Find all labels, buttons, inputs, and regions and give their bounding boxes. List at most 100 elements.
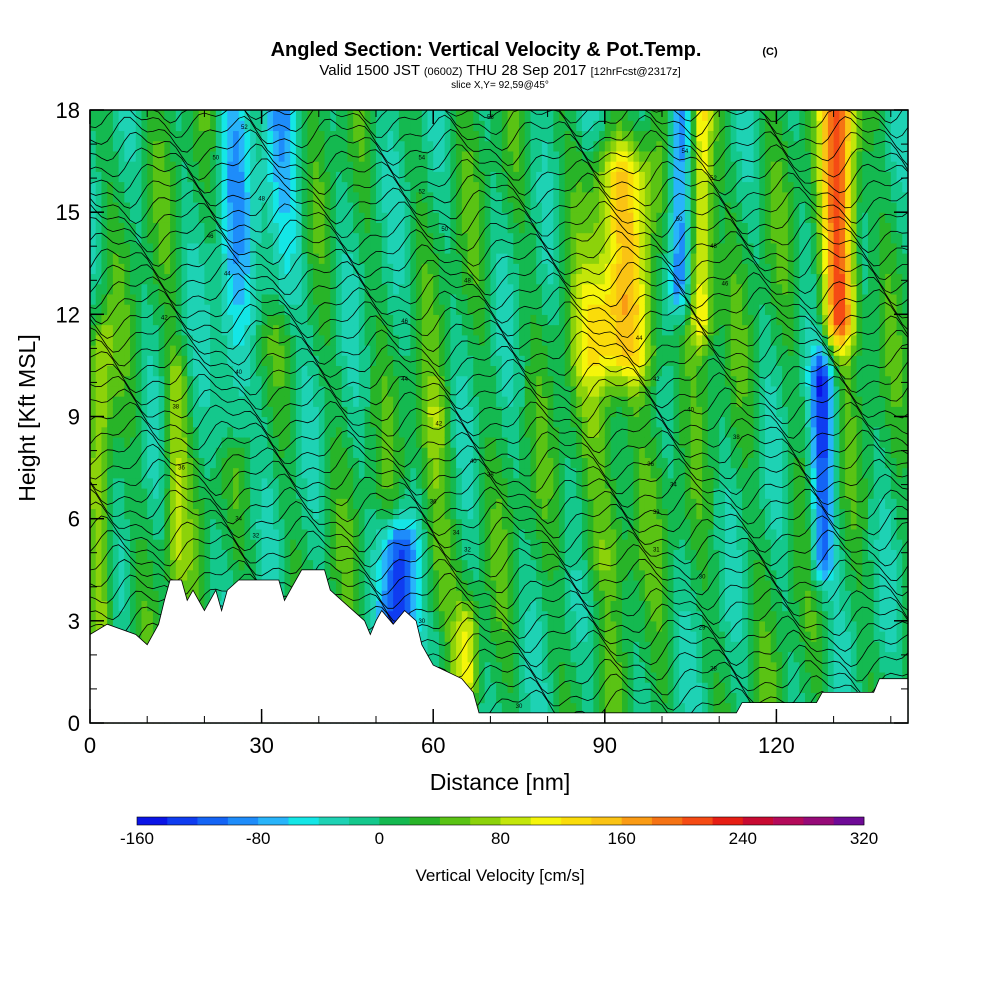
velocity-cell [290, 110, 297, 121]
velocity-cell [90, 488, 97, 499]
velocity-cell [433, 641, 440, 653]
velocity-cell [147, 416, 154, 428]
velocity-cell [278, 150, 286, 162]
velocity-cell [364, 191, 371, 203]
velocity-cell [519, 467, 526, 479]
velocity-cell [135, 263, 143, 275]
velocity-cell [433, 569, 440, 581]
velocity-cell [410, 375, 417, 387]
velocity-cell [261, 385, 268, 397]
velocity-cell [484, 528, 492, 540]
velocity-cell [490, 161, 497, 172]
velocity-cell [536, 416, 543, 428]
velocity-cell [261, 488, 268, 499]
velocity-cell [433, 457, 440, 469]
velocity-cell [124, 161, 131, 172]
velocity-cell [233, 528, 240, 540]
velocity-cell [524, 477, 532, 489]
velocity-cell [204, 498, 211, 510]
velocity-cell [427, 283, 434, 295]
velocity-cell [519, 477, 526, 489]
velocity-cell [370, 222, 377, 234]
velocity-cell [484, 661, 492, 673]
velocity-cell [318, 181, 326, 193]
velocity-cell [170, 365, 177, 377]
velocity-cell [318, 212, 326, 223]
velocity-cell [170, 416, 177, 428]
velocity-cell [210, 314, 217, 326]
velocity-cell [192, 447, 200, 458]
velocity-cell [238, 242, 246, 254]
velocity-cell [318, 201, 326, 213]
velocity-cell [524, 436, 532, 448]
velocity-cell [507, 682, 514, 693]
velocity-cell [95, 385, 103, 397]
velocity-cell [215, 304, 223, 315]
velocity-cell [461, 661, 469, 673]
velocity-cell [250, 385, 257, 397]
velocity-cell [221, 324, 228, 336]
velocity-cell [553, 579, 560, 591]
velocity-cell [404, 457, 411, 469]
velocity-cell [456, 161, 463, 172]
velocity-cell [467, 314, 474, 326]
velocity-cell [341, 314, 349, 326]
velocity-cell [170, 488, 177, 499]
velocity-cell [324, 436, 331, 448]
velocity-cell [421, 191, 429, 203]
velocity-cell [484, 212, 492, 223]
velocity-cell [284, 110, 291, 121]
velocity-cell [553, 569, 560, 581]
velocity-cell [547, 549, 554, 561]
velocity-cell [95, 610, 103, 622]
velocity-cell [381, 385, 389, 397]
velocity-cell [118, 314, 125, 326]
velocity-cell [398, 222, 406, 234]
velocity-cell [278, 528, 286, 540]
velocity-cell [107, 610, 114, 622]
velocity-cell [261, 539, 268, 550]
velocity-cell [421, 467, 429, 479]
velocity-cell [381, 283, 389, 295]
velocity-cell [152, 498, 160, 510]
velocity-cell [393, 263, 400, 275]
velocity-cell [381, 579, 389, 591]
velocity-cell [290, 375, 297, 387]
velocity-cell [290, 283, 297, 295]
velocity-cell [170, 355, 177, 367]
velocity-cell [456, 549, 463, 561]
velocity-cell [141, 436, 148, 448]
velocity-cell [250, 273, 257, 285]
velocity-cell [501, 569, 509, 581]
velocity-cell [130, 539, 137, 550]
velocity-cell [410, 242, 417, 254]
velocity-cell [559, 569, 566, 581]
velocity-cell [484, 191, 492, 203]
velocity-cell [496, 324, 503, 336]
velocity-cell [484, 171, 492, 183]
velocity-cell [398, 385, 406, 397]
velocity-cell [404, 242, 411, 254]
velocity-cell [261, 130, 268, 142]
velocity-cell [347, 518, 354, 530]
velocity-cell [273, 273, 280, 285]
velocity-cell [473, 273, 480, 285]
velocity-cell [461, 631, 469, 642]
velocity-cell [90, 590, 97, 601]
velocity-cell [250, 539, 257, 550]
velocity-cell [547, 334, 554, 346]
velocity-cell [376, 375, 383, 387]
velocity-cell [456, 181, 463, 193]
velocity-cell [255, 253, 263, 264]
velocity-cell [244, 477, 251, 489]
velocity-cell [215, 579, 223, 591]
velocity-cell [324, 426, 331, 438]
velocity-cell [130, 426, 137, 438]
velocity-cell [192, 120, 200, 132]
velocity-cell [238, 488, 246, 499]
velocity-cell [536, 385, 543, 397]
velocity-cell [404, 263, 411, 275]
velocity-cell [438, 508, 446, 520]
velocity-cell [456, 488, 463, 499]
velocity-cell [261, 314, 268, 326]
